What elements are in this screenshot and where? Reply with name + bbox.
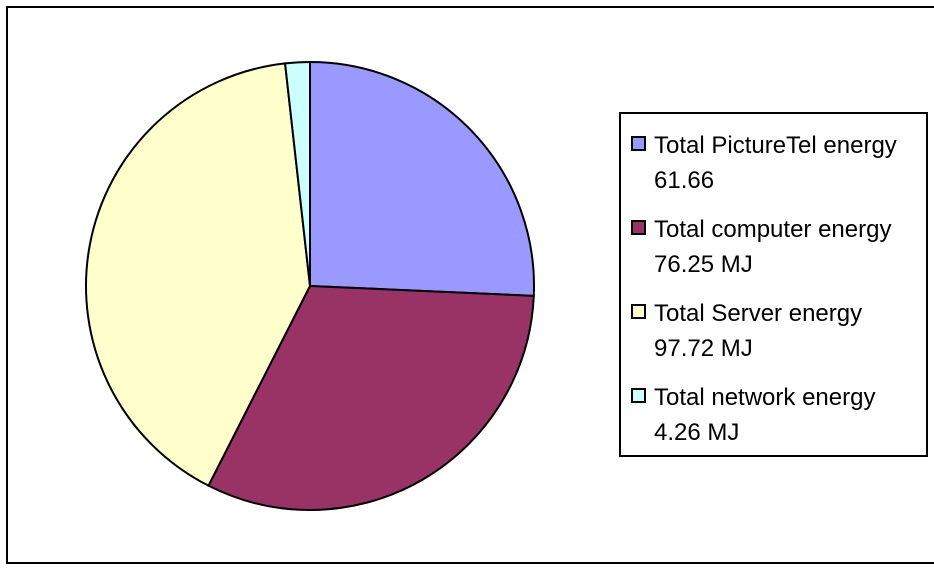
legend-label: Total computer energy 76.25 MJ xyxy=(654,216,892,278)
legend-swatch xyxy=(631,220,646,235)
legend-label: Total PictureTel energy 61.66 xyxy=(654,132,897,194)
legend: Total PictureTel energy 61.66 Total compu… xyxy=(619,112,928,457)
legend-label: Total Server energy 97.72 MJ xyxy=(654,300,863,362)
pie-slice xyxy=(207,284,535,511)
legend-entry: Total Server energy 97.72 MJ xyxy=(631,296,926,366)
legend-swatch xyxy=(631,304,646,319)
chart-frame xyxy=(6,6,934,564)
pie-slice xyxy=(85,62,312,488)
legend-swatch xyxy=(631,388,646,403)
legend-entry: Total PictureTel energy 61.66 xyxy=(631,128,926,198)
legend-entry: Total computer energy 76.25 MJ xyxy=(631,212,926,282)
pie-slice xyxy=(283,60,311,287)
legend-entry: Total network energy 4.26 MJ xyxy=(631,380,926,450)
legend-label: Total network energy 4.26 MJ xyxy=(654,384,876,446)
pie-slice xyxy=(309,60,535,297)
legend-swatch xyxy=(631,136,646,151)
